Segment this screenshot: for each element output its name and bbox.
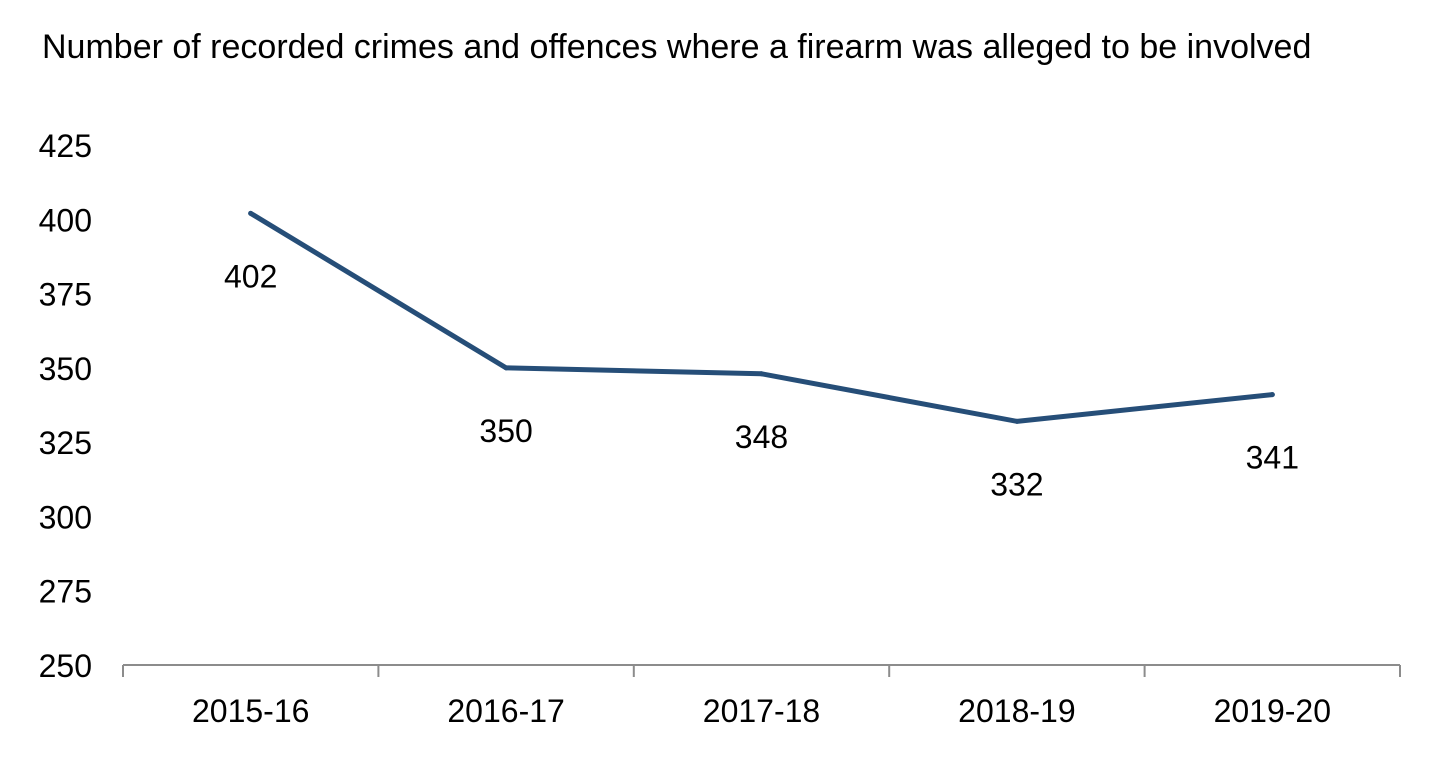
data-point [1269, 392, 1275, 398]
x-tick-label: 2016-17 [447, 693, 564, 729]
data-point [248, 210, 254, 216]
y-tick-label: 400 [39, 202, 92, 238]
y-tick-label: 275 [39, 574, 92, 610]
data-label: 350 [479, 413, 532, 449]
y-tick-label: 325 [39, 425, 92, 461]
data-point [759, 371, 764, 377]
y-tick-label: 425 [39, 128, 92, 164]
series-line [248, 210, 1275, 424]
data-label: 402 [224, 258, 277, 294]
x-tick-label: 2017-18 [703, 693, 820, 729]
y-tick-label: 300 [39, 499, 92, 535]
chart-title: Number of recorded crimes and offences w… [42, 28, 1312, 66]
data-label: 341 [1246, 440, 1299, 476]
data-label: 348 [735, 419, 788, 455]
series-group [248, 210, 1275, 424]
x-axis: 2015-16 2016-17 2017-18 2018-19 2019-20 [122, 664, 1401, 729]
x-tick-label: 2018-19 [958, 693, 1075, 729]
y-tick-label: 375 [39, 277, 92, 313]
x-tick-label: 2015-16 [192, 693, 309, 729]
data-labels-group: 402 350 348 332 341 [224, 258, 1299, 502]
y-axis-tick-labels: 250 275 300 325 350 375 400 425 [39, 128, 92, 684]
y-tick-label: 250 [39, 648, 92, 684]
x-tick-label: 2019-20 [1214, 693, 1331, 729]
data-point [503, 365, 509, 371]
y-tick-label: 350 [39, 351, 92, 387]
data-point [1014, 418, 1020, 424]
data-label: 332 [990, 466, 1043, 502]
